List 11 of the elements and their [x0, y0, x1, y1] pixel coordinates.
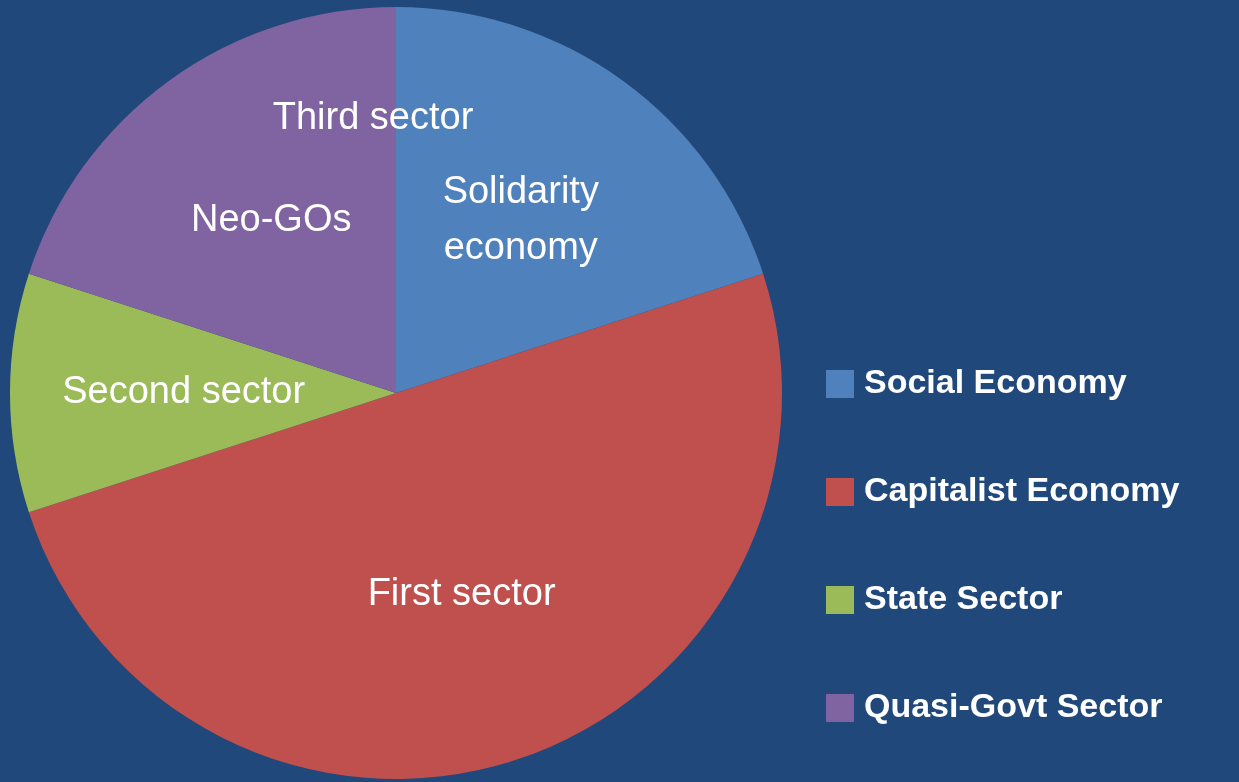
pie-slice: [10, 273, 396, 513]
text: Second sector: [62, 369, 306, 412]
legend-label: Capitalist Economy: [864, 469, 1180, 508]
text: Solidarity economy: [442, 169, 599, 268]
legend-label: Quasi-Govt Sector: [864, 685, 1163, 724]
text: Third sector: [272, 94, 474, 137]
text: Neo-GOs: [190, 197, 352, 240]
text: First sector: [367, 570, 556, 613]
pie-slice: [28, 273, 782, 779]
legend-label: State Sector: [864, 577, 1063, 616]
legend-label: Social Economy: [864, 361, 1127, 400]
